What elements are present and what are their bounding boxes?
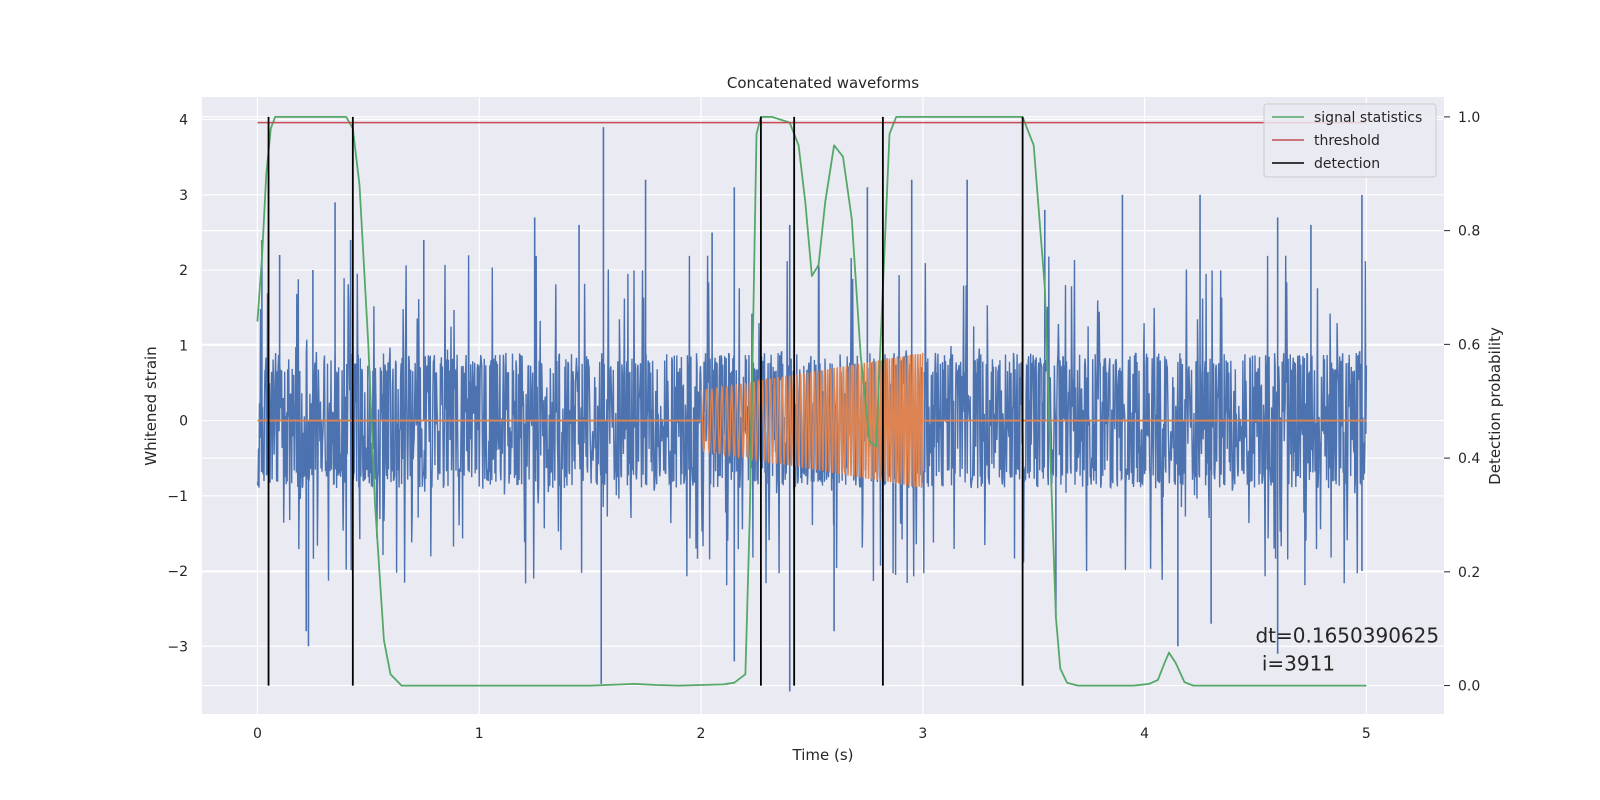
- x-tick-label: 2: [697, 726, 706, 742]
- y-tick-label: 2: [179, 263, 188, 279]
- legend-label-detection: detection: [1314, 156, 1380, 172]
- y-right-tick-label: 0.2: [1458, 565, 1480, 581]
- y-ticks: −3 −2 −1 0 1 2 3 4: [167, 113, 188, 656]
- y-right-tick-label: 0.0: [1458, 679, 1480, 695]
- legend-box: [1263, 103, 1437, 178]
- y-axis-label: Whitened strain: [142, 346, 160, 465]
- y-right-tick-label: 0.6: [1458, 337, 1480, 353]
- y-right-tick-label: 0.4: [1458, 451, 1480, 467]
- y-tick-label: −3: [167, 639, 188, 655]
- x-tick-label: 5: [1362, 726, 1371, 742]
- legend-label-threshold: threshold: [1314, 133, 1380, 149]
- annotation-dt: dt=0.1650390625: [1255, 624, 1439, 648]
- x-tick-label: 4: [1140, 726, 1149, 742]
- legend-label-signal-statistics: signal statistics: [1314, 110, 1422, 126]
- x-ticks: 0 1 2 3 4 5: [253, 726, 1371, 742]
- y-tick-label: 0: [179, 414, 188, 430]
- y-right-ticks: 0.0 0.2 0.4 0.6 0.8 1.0: [1444, 110, 1480, 695]
- y-tick-label: 1: [179, 338, 188, 354]
- y-tick-label: −2: [167, 564, 188, 580]
- x-axis-label: Time (s): [792, 746, 854, 764]
- annotation-index: i=3911: [1255, 652, 1335, 676]
- y-right-tick-label: 1.0: [1458, 110, 1480, 126]
- x-tick-label: 0: [253, 726, 262, 742]
- series-layer: [256, 116, 1368, 692]
- y-tick-label: 4: [179, 113, 188, 129]
- y-tick-label: −1: [167, 489, 188, 505]
- y-right-tick-label: 0.8: [1458, 224, 1480, 240]
- legend: signal statistics threshold detection: [1263, 103, 1437, 178]
- y-tick-label: 3: [179, 188, 188, 204]
- x-tick-label: 3: [918, 726, 927, 742]
- x-tick-label: 1: [475, 726, 484, 742]
- y-right-axis-label: Detection probability: [1486, 327, 1504, 485]
- series-signal-statistics: [256, 116, 1367, 687]
- chart-title: Concatenated waveforms: [727, 74, 919, 92]
- series-chirp: [700, 352, 924, 488]
